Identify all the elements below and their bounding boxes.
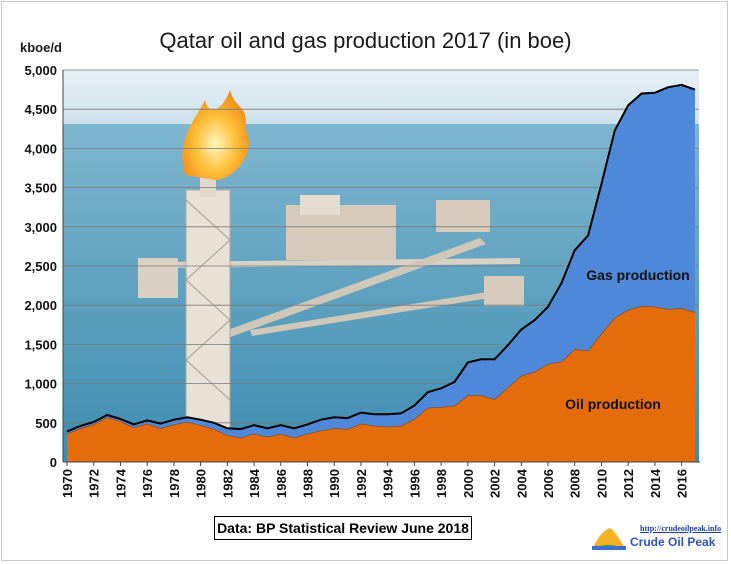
x-tick-label: 2004 <box>514 468 529 498</box>
y-tick-label: 2,000 <box>24 298 57 313</box>
x-tick-label: 1970 <box>60 469 75 498</box>
x-tick-label: 1978 <box>167 469 182 498</box>
x-tick-label: 1980 <box>194 469 209 498</box>
x-tick-label: 1990 <box>327 469 342 498</box>
x-tick-label: 2000 <box>461 469 476 498</box>
x-tick-label: 1982 <box>220 469 235 498</box>
gas-production-outline <box>66 83 696 433</box>
y-tick-label: 3,500 <box>24 181 57 196</box>
x-tick-label: 1976 <box>140 469 155 498</box>
y-tick-label: 500 <box>35 416 57 431</box>
x-tick-label: 1994 <box>381 468 396 498</box>
x-tick-label: 1998 <box>434 469 449 498</box>
x-tick-label: 1988 <box>301 469 316 498</box>
crude-oil-peak-logo <box>592 528 626 550</box>
x-tick-label: 2016 <box>675 469 690 498</box>
chart-title: Qatar oil and gas production 2017 (in bo… <box>159 28 572 53</box>
x-tick-label: 2006 <box>541 469 556 498</box>
source-note: Data: BP Statistical Review June 2018 <box>214 516 472 540</box>
gas-production-label: Gas production <box>586 267 689 283</box>
x-tick-label: 2002 <box>488 469 503 498</box>
y-tick-label: 3,000 <box>24 220 57 235</box>
y-axis-tick-labels: 0 500 1,000 1,500 2,000 2,500 3,000 3,500 4,000 4… <box>24 63 57 470</box>
x-tick-label: 1972 <box>87 469 102 498</box>
x-tick-label: 1992 <box>354 469 369 498</box>
x-tick-label: 1996 <box>407 469 422 498</box>
y-tick-label: 5,000 <box>24 63 57 78</box>
stacked-area-series <box>66 83 696 462</box>
oil-production-label: Oil production <box>565 396 661 412</box>
y-tick-label: 1,000 <box>24 377 57 392</box>
x-tick-label: 2012 <box>621 469 636 498</box>
oil-production-area <box>67 306 695 462</box>
logo-link[interactable]: http://crudeoilpeak.info <box>640 524 722 533</box>
y-tick-label: 2,500 <box>24 259 57 274</box>
y-tick-label: 1,500 <box>24 337 57 352</box>
x-tick-label: 1974 <box>113 468 128 498</box>
y-tick-label: 4,500 <box>24 102 57 117</box>
logo-name: Crude Oil Peak <box>630 535 716 549</box>
axes <box>62 70 700 463</box>
x-tick-label: 2014 <box>648 468 663 498</box>
x-tick-label: 2010 <box>594 469 609 498</box>
x-tick-label: 2008 <box>568 469 583 498</box>
x-tick-label: 1984 <box>247 468 262 498</box>
x-axis-tick-labels: 1970 1972 1974 1976 1978 1980 1982 1984 1986 1988… <box>60 462 690 498</box>
y-tick-label: 4,000 <box>24 141 57 156</box>
x-tick-label: 1986 <box>274 469 289 498</box>
y-axis-unit-label: kboe/d <box>20 40 62 55</box>
logo-peak-icon <box>592 528 626 550</box>
gas-production-area <box>67 84 695 438</box>
y-tick-label: 0 <box>50 455 57 470</box>
